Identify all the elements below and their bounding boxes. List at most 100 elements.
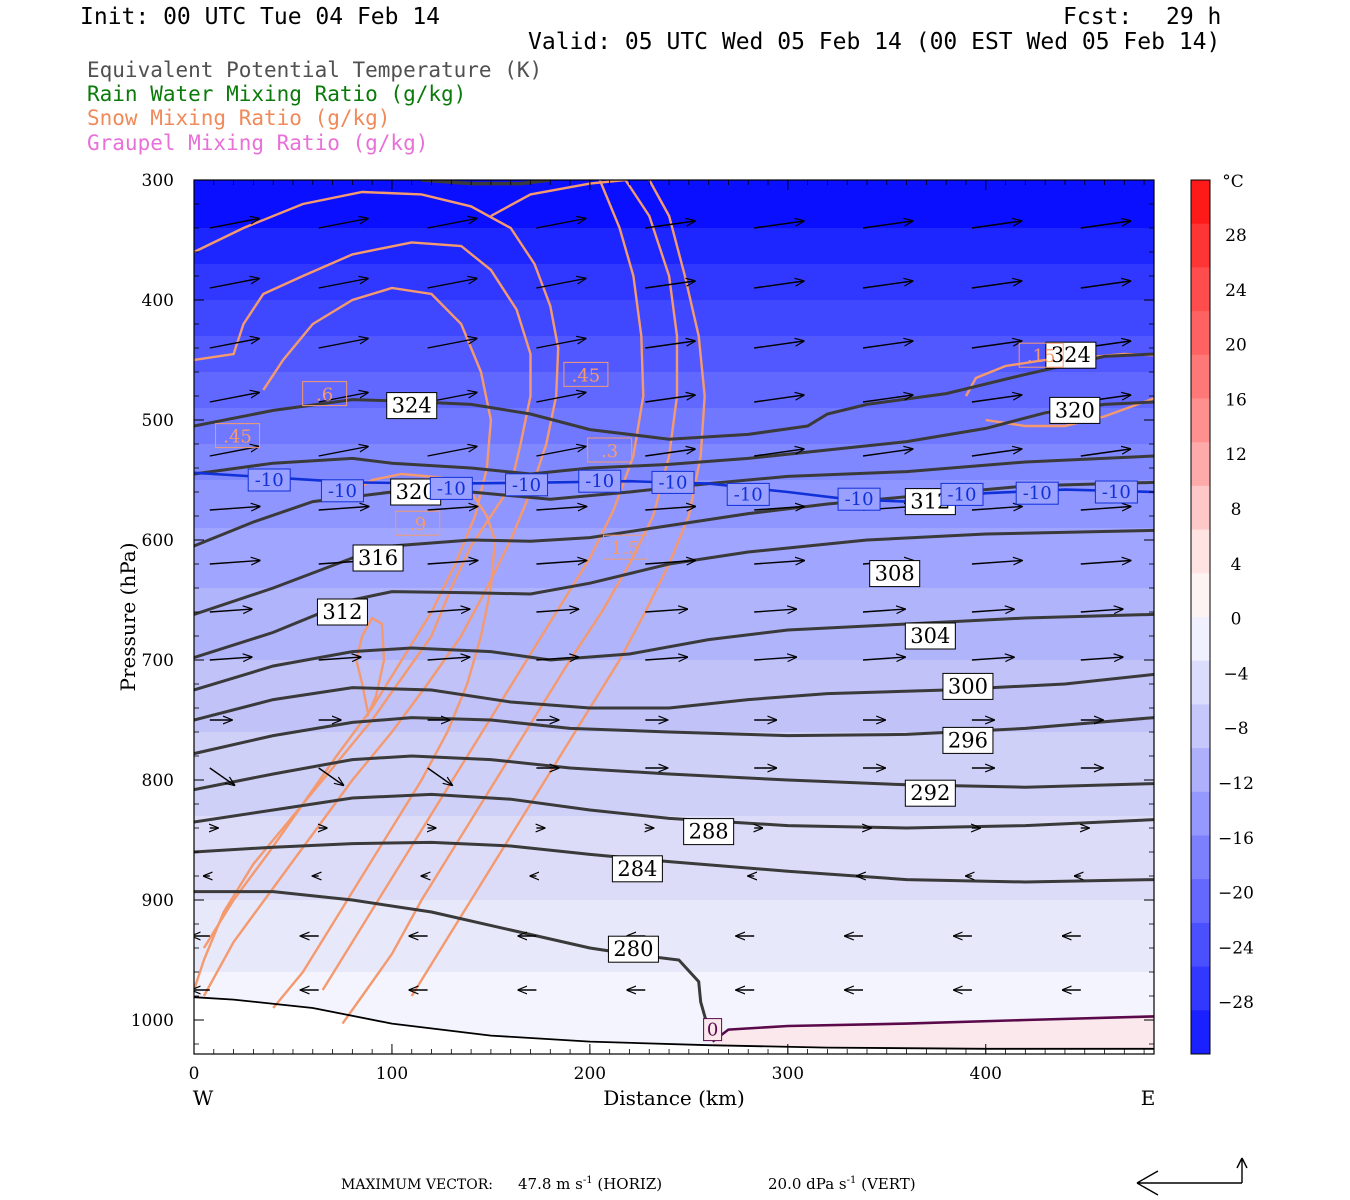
wind-vector	[536, 507, 586, 511]
wind-vector	[318, 657, 361, 660]
wind-vector	[971, 657, 1014, 660]
wind-vector	[754, 507, 804, 511]
svg-text:280: 280	[613, 937, 653, 961]
isotherm-label: -10	[320, 479, 364, 503]
wind-vector	[971, 341, 1022, 349]
snow-label: .45	[563, 361, 609, 387]
svg-text:-10: -10	[845, 489, 874, 510]
snow-contour	[341, 180, 679, 1025]
wind-vector	[209, 507, 260, 511]
colorbar-tick: 8	[1231, 500, 1242, 520]
wind-vector	[862, 395, 913, 403]
wind-vector	[754, 281, 804, 289]
colorbar-tick: 16	[1225, 390, 1247, 410]
max-vector-vert: 20.0 dPa s-1 (VERT)	[768, 1175, 916, 1193]
wind-vector	[427, 279, 477, 289]
svg-text:324: 324	[1051, 343, 1091, 367]
wind-vector	[318, 339, 368, 349]
wind-vector	[427, 447, 477, 457]
x-axis-label: Distance (km)	[603, 1086, 745, 1110]
svg-text:-10: -10	[255, 470, 284, 491]
colorbar-tick: −8	[1223, 719, 1248, 739]
theta-e-contour-316	[194, 454, 1154, 548]
isotherm-label: -10	[651, 470, 695, 494]
svg-text:-10: -10	[1102, 482, 1131, 503]
theta-e-contour-320	[194, 400, 1154, 476]
colorbar-tick: −24	[1218, 938, 1254, 958]
wind-vector	[536, 219, 585, 229]
isotherm-label: -10	[578, 469, 622, 493]
wind-vector	[209, 219, 259, 229]
snow-label: .9	[395, 510, 441, 536]
x-tick-label: 300	[772, 1064, 804, 1084]
legend-theta-e: Equivalent Potential Temperature (K)	[87, 58, 543, 82]
wind-vector	[1080, 281, 1131, 289]
theta-e-label-320: 320	[1049, 396, 1101, 424]
east-label: E	[1141, 1086, 1156, 1110]
colorbar-tick: 20	[1225, 336, 1247, 356]
colorbar-tick: 28	[1225, 226, 1247, 246]
theta-e-label-324: 324	[386, 392, 438, 420]
wind-vector	[536, 609, 578, 612]
isotherm-label: -10	[247, 468, 291, 492]
wind-vector	[427, 561, 478, 565]
colorbar-tick: −20	[1218, 884, 1254, 904]
svg-text:324: 324	[392, 394, 432, 418]
wind-vector	[536, 447, 585, 457]
wind-vector	[536, 339, 585, 349]
theta-e-label-296: 296	[942, 726, 994, 754]
y-tick-label: 1000	[131, 1011, 174, 1031]
wind-vector	[318, 447, 368, 457]
wind-vector	[1080, 609, 1123, 612]
theta-e-label-324: 324	[1045, 341, 1097, 369]
svg-text:.3: .3	[601, 441, 618, 462]
wind-vector	[862, 221, 913, 229]
theta-e-label-300: 300	[942, 672, 994, 700]
colorbar-tick: −12	[1218, 774, 1254, 794]
wind-vector	[645, 221, 695, 229]
snow-label: .6	[302, 381, 348, 407]
theta-e-label-304: 304	[904, 622, 956, 650]
wind-vector	[645, 449, 695, 457]
wind-vector	[754, 561, 804, 565]
svg-text:1.5: 1.5	[611, 538, 640, 559]
y-tick-label: 700	[142, 651, 174, 671]
svg-text:-10: -10	[437, 478, 466, 499]
valid-time: Valid: 05 UTC Wed 05 Feb 14 (00 EST Wed …	[528, 29, 1221, 55]
wind-vector	[971, 609, 1014, 612]
wind-vector	[318, 507, 369, 511]
colorbar-tick: 12	[1225, 445, 1247, 465]
snow-label: .15	[1018, 342, 1064, 368]
wind-vector	[971, 561, 1022, 565]
svg-text:-10: -10	[512, 475, 541, 496]
wind-vector	[427, 219, 477, 229]
y-tick-label: 600	[142, 531, 174, 551]
wind-vector	[645, 395, 695, 403]
x-tick-label: 0	[189, 1064, 200, 1084]
wind-vector	[754, 341, 804, 349]
wind-vector	[862, 341, 913, 349]
freezing-line	[711, 1015, 1154, 1043]
colorbar-tick: 0	[1231, 610, 1242, 630]
wind-vector	[536, 657, 578, 660]
svg-text:.45: .45	[223, 427, 252, 448]
wind-vector	[645, 609, 687, 612]
isotherm-label: -10	[1094, 480, 1138, 504]
theta-e-contour-324	[194, 352, 1154, 441]
wind-vector	[754, 395, 804, 403]
wind-vector	[862, 281, 913, 289]
svg-text:-10: -10	[328, 481, 357, 502]
wind-vector	[645, 507, 695, 511]
svg-text:312: 312	[910, 490, 950, 514]
wind-vector	[1080, 657, 1123, 660]
x-tick-label: 200	[574, 1064, 606, 1084]
colorbar-tick: 4	[1231, 555, 1242, 575]
wind-vector	[209, 339, 259, 349]
wind-vector	[971, 281, 1022, 289]
svg-text:-10: -10	[585, 471, 614, 492]
theta-e-label-280: 280	[607, 935, 659, 963]
svg-text:-10: -10	[734, 484, 763, 505]
svg-text:300: 300	[948, 674, 988, 698]
svg-text:312: 312	[322, 600, 362, 624]
